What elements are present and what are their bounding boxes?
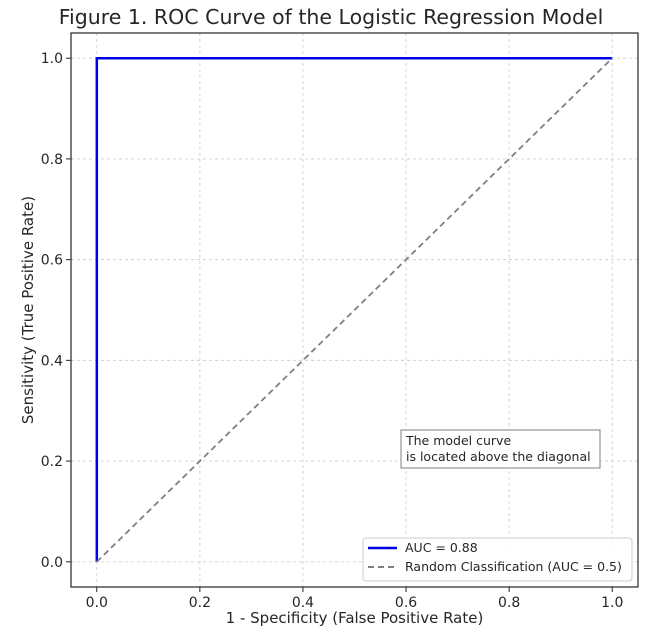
axis-ticks: 0.0 0.2 0.4 0.6 0.8 1.0 0.0 0.2 0.4 0.6 0.8 1.0 [41, 51, 624, 611]
series-group [95, 56, 613, 563]
legend: AUC = 0.88 Random Classification (AUC = … [362, 537, 633, 582]
legend-frame [362, 537, 633, 582]
plot-frame [70, 32, 639, 588]
x-tick-label: 0.2 [189, 595, 211, 611]
x-tick-label: 0.8 [498, 595, 520, 611]
series-line-roc [95, 56, 613, 562]
annotation-frame [400, 429, 601, 469]
annotation-box: The model curve is located above the dia… [400, 429, 601, 469]
y-tick-label: 0.4 [41, 353, 63, 369]
x-tick-label: 0.6 [395, 595, 417, 611]
y-tick-label: 0.8 [41, 152, 63, 168]
x-tick-label: 0.0 [86, 595, 108, 611]
series-line-random [96, 57, 613, 563]
x-tick-label: 1.0 [601, 595, 623, 611]
y-tick-label: 1.0 [41, 51, 63, 67]
chart-title: Figure 1. ROC Curve of the Logistic Regr… [58, 5, 604, 29]
legend-entry-random: Random Classification (AUC = 0.5) [405, 559, 622, 574]
y-tick-label: 0.2 [41, 454, 63, 470]
annotation-line-2: is located above the diagonal [406, 449, 591, 464]
legend-entry-auc: AUC = 0.88 [405, 540, 478, 555]
y-tick-label: 0.6 [41, 253, 63, 269]
annotation-line-1: The model curve [405, 433, 511, 448]
x-tick-label: 0.4 [292, 595, 314, 611]
x-axis-label: 1 - Specificity (False Positive Rate) [226, 609, 484, 627]
y-tick-label: 0.0 [41, 555, 63, 571]
y-axis-label: Sensitivity (True Positive Rate) [19, 196, 37, 424]
